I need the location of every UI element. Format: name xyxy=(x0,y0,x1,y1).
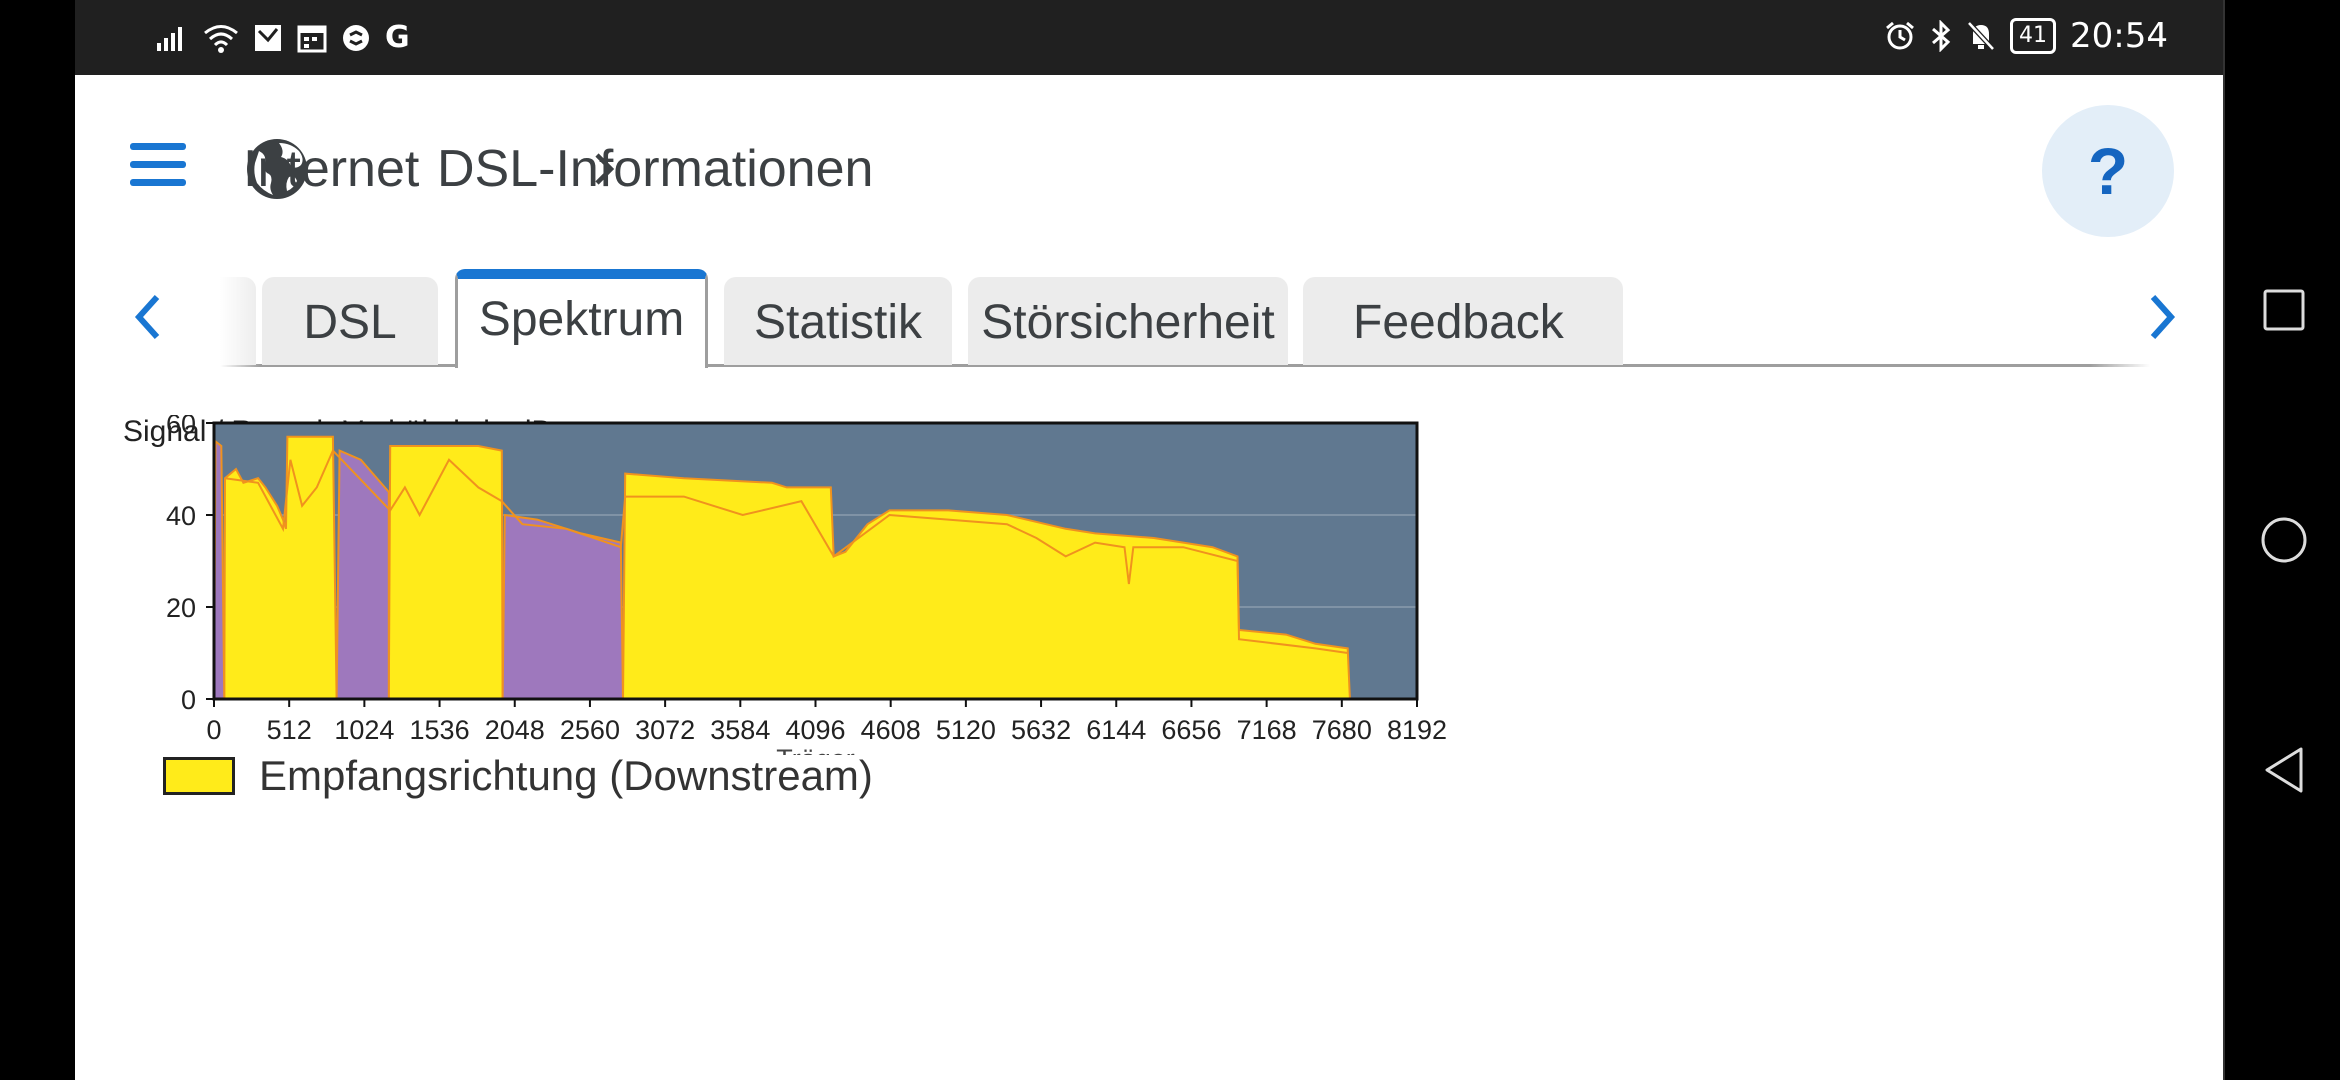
tab-strip: t DSL Spektrum Statistik Störsicherheit … xyxy=(220,265,2150,375)
bluetooth-icon xyxy=(1932,20,1951,52)
legend-swatch xyxy=(163,757,235,795)
app-header: Internet DSL-Informationen ? xyxy=(75,75,2223,250)
home-icon[interactable] xyxy=(2259,515,2309,565)
tab-stoersicherheit[interactable]: Störsicherheit xyxy=(968,277,1288,365)
navigation-bar xyxy=(2223,0,2340,1080)
x-tick-label: 3584 xyxy=(710,715,770,745)
sync-icon xyxy=(343,25,369,51)
menu-icon[interactable] xyxy=(130,143,186,189)
x-tick-label: 512 xyxy=(267,715,312,745)
screen-edge xyxy=(0,0,75,1080)
series-area-1-1 xyxy=(335,449,390,700)
y-tick-label: 40 xyxy=(166,501,196,531)
tab-bar: t DSL Spektrum Statistik Störsicherheit … xyxy=(75,265,2223,375)
tab-dsl[interactable]: DSL xyxy=(262,277,438,365)
tab-fade-right xyxy=(2090,265,2150,375)
x-tick-label: 8192 xyxy=(1387,715,1447,745)
status-bar: G 41 20:54 xyxy=(75,0,2223,75)
y-tick-label: 0 xyxy=(181,685,196,715)
tab-fade-left xyxy=(220,265,260,375)
tab-baseline xyxy=(220,364,2150,367)
x-axis-label: Träger xyxy=(776,744,855,755)
chart-legend: Empfangsrichtung (Downstream) xyxy=(163,751,873,801)
series-area-0-1 xyxy=(387,445,504,700)
x-tick-label: 4096 xyxy=(785,715,845,745)
globe-icon xyxy=(247,139,307,199)
legend-item: Empfangsrichtung (Downstream) xyxy=(163,751,873,801)
series-area-0-0 xyxy=(223,435,338,700)
google-icon: G xyxy=(385,20,410,55)
calendar-icon xyxy=(297,25,327,53)
x-tick-label: 1536 xyxy=(410,715,470,745)
back-icon[interactable] xyxy=(2259,745,2309,795)
signal-icon xyxy=(157,27,182,51)
clock: 20:54 xyxy=(2070,16,2168,56)
chevron-right-icon xyxy=(595,153,615,185)
alarm-icon xyxy=(1886,21,1914,50)
x-tick-label: 1024 xyxy=(334,715,394,745)
chevron-right-tab-icon[interactable] xyxy=(2135,287,2185,347)
legend-label: Empfangsrichtung (Downstream) xyxy=(259,752,873,799)
chart-svg: 0 20 40 60 0 512 1024 1536 2048 2560 3072 3584 4096 4… xyxy=(166,415,1447,755)
wifi-icon xyxy=(204,25,238,53)
x-tick-label: 2560 xyxy=(560,715,620,745)
x-tick-label: 4608 xyxy=(861,715,921,745)
x-tick-label: 7680 xyxy=(1312,715,1372,745)
x-tick-label: 6656 xyxy=(1161,715,1221,745)
x-tick-label: 6144 xyxy=(1086,715,1146,745)
battery-indicator: 41 xyxy=(2010,18,2057,54)
snr-margin-line xyxy=(224,448,1348,654)
x-tick-label: 5632 xyxy=(1011,715,1071,745)
x-tick-label: 5120 xyxy=(936,715,996,745)
x-tick-label: 2048 xyxy=(485,715,545,745)
mute-icon xyxy=(1967,21,1995,51)
page-title: DSL-Informationen xyxy=(437,140,874,198)
app-content: Internet DSL-Informationen ? t DSL Spekt… xyxy=(75,75,2223,1080)
breadcrumb-root[interactable]: Internet xyxy=(243,140,420,198)
message-icon xyxy=(255,25,281,51)
x-tick-label: 0 xyxy=(206,715,221,745)
tab-spektrum[interactable]: Spektrum xyxy=(455,269,708,368)
recent-apps-icon[interactable] xyxy=(2259,285,2309,335)
x-tick-label: 7168 xyxy=(1237,715,1297,745)
x-tick-label: 3072 xyxy=(635,715,695,745)
y-tick-label: 20 xyxy=(166,593,196,623)
tab-statistik[interactable]: Statistik xyxy=(724,277,952,365)
help-button[interactable]: ? xyxy=(2042,105,2174,237)
series-area-0-2 xyxy=(621,472,1351,700)
snr-chart: Signal / Rausch-Verhältnis in dB 0204060… xyxy=(75,415,2223,1080)
chevron-left-icon[interactable] xyxy=(125,287,175,347)
y-tick-label: 60 xyxy=(166,415,196,439)
tab-feedback[interactable]: Feedback xyxy=(1303,277,1623,365)
